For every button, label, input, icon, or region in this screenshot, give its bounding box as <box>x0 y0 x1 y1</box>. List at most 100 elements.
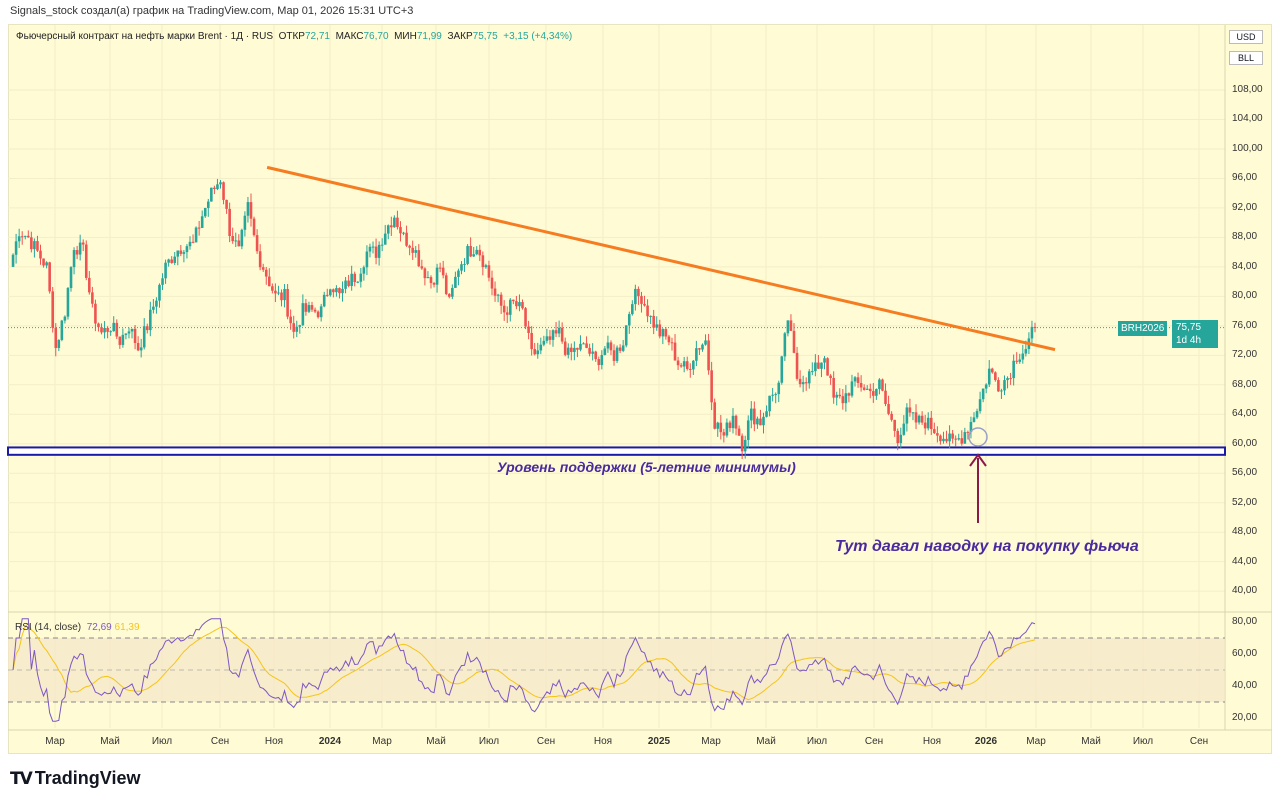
candle-body <box>252 218 256 236</box>
open-label: ОТКР <box>278 31 305 42</box>
candle-body <box>167 259 170 263</box>
price-tick-label: 104,00 <box>1232 113 1263 125</box>
candle-body <box>447 294 451 297</box>
candle-body <box>402 232 405 234</box>
candle-body <box>688 368 692 370</box>
candle-body <box>753 408 756 425</box>
candle-body <box>353 273 357 283</box>
candle-body <box>749 408 753 421</box>
candle-body <box>981 388 985 400</box>
candle-body <box>335 288 338 293</box>
candle-body <box>1003 380 1006 391</box>
time-tick-label: Ноя <box>922 736 942 747</box>
candle-body <box>722 432 726 436</box>
candle-body <box>936 433 939 436</box>
candle-body <box>896 430 900 444</box>
candle-body <box>814 362 817 372</box>
candle-body <box>469 245 472 257</box>
candle-body <box>789 320 793 331</box>
candle-body <box>685 361 689 369</box>
price-tick-label: 44,00 <box>1232 555 1258 567</box>
time-tick-label: 2025 <box>647 736 671 747</box>
candle-body <box>579 343 582 350</box>
time-tick-label: Мар <box>701 736 721 747</box>
time-tick-label: Май <box>426 736 446 747</box>
candle-body <box>1018 359 1022 362</box>
candle-body <box>862 387 866 390</box>
candle-body <box>798 378 802 385</box>
candle-body <box>383 233 387 245</box>
tradingview-logo[interactable]: 𝗧𝗩 TradingView <box>10 768 140 789</box>
candle-body <box>69 267 73 289</box>
candle-body <box>60 320 64 340</box>
candle-body <box>487 265 491 278</box>
candle-body <box>606 342 610 349</box>
price-tick-label: 68,00 <box>1232 378 1258 390</box>
candle-body <box>856 377 860 384</box>
candle-body <box>426 277 430 279</box>
candle-body <box>759 418 762 426</box>
candle-body <box>624 325 628 346</box>
candle-body <box>344 280 347 289</box>
candle-body <box>692 360 695 370</box>
candle-body <box>136 342 140 351</box>
candle-body <box>548 336 552 340</box>
candle-body <box>118 336 122 345</box>
candle-body <box>133 328 137 343</box>
candle-body <box>203 207 207 217</box>
candle-body <box>88 277 91 293</box>
time-tick-label: Июл <box>1132 736 1154 747</box>
candle-body <box>97 323 100 328</box>
candle-body <box>350 273 353 287</box>
candle-body <box>832 377 835 398</box>
low-label: МИН <box>394 31 417 42</box>
candle-body <box>505 312 509 315</box>
candle-body <box>530 333 533 350</box>
time-tick-label: Май <box>100 736 120 747</box>
candle-body <box>942 438 945 442</box>
symbol-legend: Фьючерсный контракт на нефть марки Brent… <box>16 31 572 42</box>
candle-body <box>933 429 936 434</box>
candle-body <box>746 420 750 440</box>
candle-body <box>435 267 439 285</box>
candle-body <box>454 276 457 288</box>
support-annotation: Уровень поддержки (5-летние минимумы) <box>497 459 796 475</box>
candle-body <box>380 244 384 246</box>
candle-body <box>994 372 997 381</box>
rsi-tick-label: 40,00 <box>1232 680 1258 691</box>
candle-body <box>865 388 869 390</box>
candle-body <box>109 331 112 333</box>
candle-body <box>484 265 488 268</box>
close-value: 75,75 <box>472 31 498 42</box>
candle-body <box>20 236 24 238</box>
candle-body <box>542 340 546 345</box>
candle-body <box>319 306 323 318</box>
candle-body <box>258 251 262 268</box>
candle-body <box>591 351 594 354</box>
unit-button[interactable]: BLL <box>1229 51 1263 65</box>
candle-body <box>130 328 134 332</box>
candle-body <box>295 326 299 332</box>
candle-body <box>841 396 845 404</box>
candle-body <box>853 377 857 382</box>
high-value: 76,70 <box>363 31 389 42</box>
symbol-price-tag: BRH2026 <box>1118 321 1168 336</box>
candle-body <box>826 358 829 376</box>
candle-body <box>646 305 649 317</box>
time-tick-label: Мар <box>372 736 392 747</box>
candle-body <box>801 382 805 385</box>
candle-body <box>978 399 982 412</box>
change-value: +3,15 (+4,34%) <box>503 31 573 42</box>
candle-body <box>634 288 637 305</box>
price-tick-label: 40,00 <box>1232 585 1258 597</box>
candle-body <box>27 235 30 238</box>
price-tick-label: 60,00 <box>1232 437 1258 449</box>
time-tick-label: Июл <box>151 736 173 747</box>
currency-button[interactable]: USD <box>1229 30 1263 44</box>
candle-body <box>621 345 625 351</box>
low-value: 71,99 <box>416 31 442 42</box>
candle-body <box>570 347 573 352</box>
candle-body <box>926 417 930 429</box>
candle-body <box>890 413 893 420</box>
